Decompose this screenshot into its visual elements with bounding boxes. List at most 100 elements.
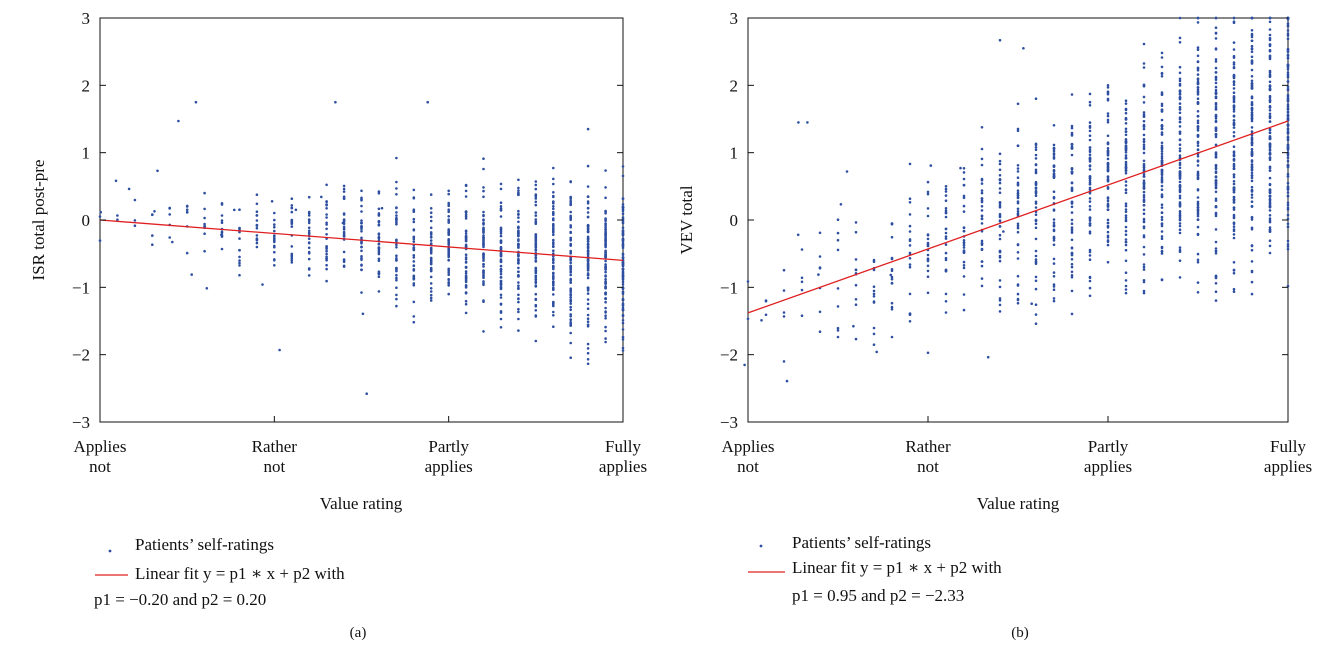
data-point [342, 184, 346, 188]
data-point [552, 233, 555, 237]
data-point [1142, 190, 1146, 194]
data-point [1088, 160, 1092, 163]
data-point [517, 234, 520, 238]
data-point [1268, 16, 1272, 20]
data-point [1196, 69, 1200, 72]
data-point [980, 242, 984, 245]
data-point [517, 226, 520, 230]
data-point [1232, 48, 1236, 51]
data-point [1160, 184, 1164, 188]
data-point [1106, 177, 1110, 181]
data-point [517, 246, 520, 249]
data-point [586, 202, 590, 205]
data-point [1016, 102, 1020, 106]
data-point [1232, 233, 1236, 236]
data-point [1250, 60, 1254, 64]
data-point [621, 246, 625, 250]
data-point [273, 236, 276, 240]
data-point [1106, 240, 1110, 244]
data-point [1286, 164, 1290, 167]
data-point [273, 250, 276, 254]
x-tick-label: Applies [722, 437, 775, 456]
data-point [1052, 271, 1056, 274]
data-point [412, 209, 416, 212]
data-point [482, 213, 485, 217]
data-point [604, 291, 607, 295]
data-point [1106, 134, 1110, 138]
data-point [1070, 289, 1074, 293]
data-point [569, 231, 572, 234]
data-point [517, 191, 520, 195]
y-tick-label: −3 [72, 413, 90, 432]
data-point [360, 204, 363, 208]
data-point [1268, 156, 1272, 159]
data-point [307, 210, 311, 214]
data-point [220, 221, 224, 224]
data-point [1124, 229, 1128, 233]
data-point [1052, 262, 1056, 265]
data-point [1160, 65, 1164, 69]
data-point [1052, 225, 1056, 228]
data-point [1142, 145, 1146, 149]
x-axis-a: AppliesnotRathernotPartlyappliesFullyapp… [74, 416, 647, 476]
data-point [1034, 275, 1038, 279]
data-point [836, 238, 840, 242]
data-point [447, 269, 451, 273]
data-point [604, 169, 607, 172]
data-point [1052, 143, 1056, 147]
data-point [447, 282, 451, 285]
data-point [447, 273, 451, 277]
data-point [1250, 168, 1254, 172]
data-point [307, 246, 311, 250]
data-point [151, 213, 154, 217]
data-point [1034, 143, 1038, 146]
data-point [1268, 33, 1272, 37]
data-point [1124, 188, 1128, 192]
data-point [395, 254, 398, 257]
data-point [875, 350, 878, 354]
data-point [1232, 225, 1236, 228]
data-point [962, 246, 966, 249]
data-point [980, 147, 984, 151]
data-point [1196, 77, 1200, 80]
data-point [980, 284, 984, 288]
data-point [1196, 121, 1200, 125]
data-point [986, 355, 990, 359]
data-point [447, 278, 451, 281]
data-point [238, 273, 241, 277]
data-point [517, 189, 520, 192]
data-point [962, 293, 966, 296]
data-point [1034, 171, 1038, 175]
data-point [764, 299, 768, 303]
data-point [534, 304, 538, 308]
data-point [1286, 105, 1290, 108]
data-point [429, 275, 433, 279]
data-point [307, 214, 311, 217]
data-point [1106, 175, 1110, 179]
data-point [1178, 194, 1182, 198]
data-point [944, 311, 948, 314]
data-point [621, 328, 625, 331]
data-point [1160, 141, 1164, 145]
data-point [534, 339, 538, 343]
data-point [1178, 71, 1182, 75]
data-point [818, 231, 822, 235]
data-point [621, 261, 625, 264]
data-point [361, 312, 365, 316]
data-point [1142, 245, 1146, 249]
data-point [1286, 148, 1290, 151]
data-point [377, 220, 381, 224]
data-point [980, 260, 984, 263]
data-point [1142, 263, 1146, 266]
data-point [377, 270, 381, 274]
data-point [586, 253, 590, 256]
data-point [1214, 16, 1218, 20]
data-point [517, 281, 520, 284]
data-point [604, 287, 607, 290]
data-point [1124, 164, 1128, 168]
data-point [1034, 254, 1038, 258]
data-point [552, 252, 555, 255]
data-point [325, 263, 328, 267]
